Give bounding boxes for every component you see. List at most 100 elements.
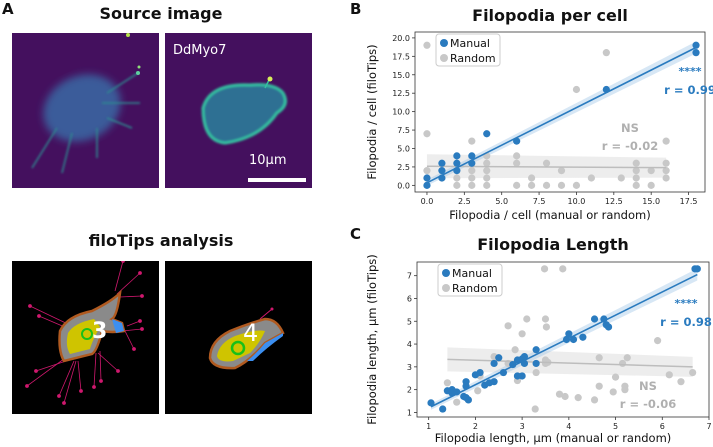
random-point [542,181,551,189]
x-tick-label: 10.0 [568,197,586,206]
source-image-filopodia [12,33,159,188]
random-point [423,41,431,49]
random-significance: NS [621,121,639,135]
manual-point [590,315,599,323]
random-point [468,181,476,189]
random-point [513,159,521,167]
random-point [468,174,476,182]
random-point [662,137,670,145]
random-point [617,174,625,182]
manual-point [468,152,476,160]
x-tick-label: 5.0 [495,197,508,206]
random-point [474,387,482,395]
random-point [595,354,603,362]
random-ci-band [447,347,693,377]
random-point [504,322,512,330]
manual-point [520,352,529,361]
manual-point [490,359,498,368]
cell-fluorescence-1 [31,33,141,174]
legend-box [435,33,501,67]
y-tick-label: 5 [407,317,412,326]
analysis-image-1: 3 [12,261,159,414]
legend-random-label: Random [450,52,496,65]
y-tick-label: 15.0 [392,71,410,80]
random-point [662,174,670,182]
random-point [654,337,662,345]
cell-segmentation-2: 4 [208,307,285,370]
random-point [483,181,491,189]
random-point [542,159,551,167]
x-axis-label: Filopodia / cell (manual or random) [449,208,650,222]
manual-fit-line [426,46,697,184]
random-point [647,181,655,189]
random-point [632,174,640,182]
channel-label: DdMyo7 [173,43,227,58]
manual-significance: **** [678,65,701,78]
manual-point [532,346,540,354]
random-point [587,174,595,182]
random-point [647,167,655,175]
panel-letter-a: A [2,0,14,18]
x-tick-label: 2.5 [458,197,471,206]
random-r-value: r = -0.02 [602,139,658,153]
analysis-title: filoTips analysis [88,231,234,250]
manual-point [423,181,431,189]
legend-random-marker [442,284,450,292]
manual-point [438,159,446,167]
y-tick-label: 3 [407,363,412,372]
y-tick-label: 2 [407,386,412,395]
random-point [527,174,536,182]
legend-manual-label: Manual [452,267,492,280]
manual-point [439,405,447,413]
analysis-image-2: 4 [165,261,312,414]
manual-point [453,152,461,160]
random-point [483,174,491,182]
manual-point [453,159,461,167]
random-point [542,323,551,331]
x-tick-label: 7.5 [533,197,546,206]
random-point [443,379,451,387]
random-point [602,49,610,57]
manual-r-value: r = 0.99 [664,83,713,97]
manual-point [438,167,446,175]
manual-point [490,378,498,386]
random-point [483,167,491,175]
random-point [559,265,567,273]
random-point [662,159,670,167]
random-point [513,181,521,189]
random-fit-line [447,358,693,368]
random-point [541,315,550,323]
random-point [453,174,461,182]
random-point [557,181,566,189]
random-point [468,167,476,175]
random-point [453,398,461,406]
random-point [662,167,670,175]
chart-title: Filopodia Length [477,235,629,254]
random-fit-line [426,165,667,169]
panel-letter-c: C [350,225,362,243]
random-point [677,378,685,386]
cell-label-3: 3 [92,319,107,344]
cell-segmentation-1: 3 [25,261,144,405]
random-point [540,265,549,273]
scale-bar [248,178,306,182]
manual-point [604,323,613,331]
manual-point [518,372,526,380]
y-tick-label: 0.0 [397,181,410,190]
y-tick-label: 7 [407,272,412,281]
y-tick-label: 10.0 [392,108,410,117]
x-tick-label: 5 [613,422,618,431]
source-image-title: Source image [99,4,223,23]
random-point [609,388,617,396]
random-significance: NS [639,379,657,393]
manual-point [427,399,435,407]
random-point [574,394,582,402]
legend-box [437,263,503,297]
cell-fluorescence-2 [201,76,287,145]
random-point [523,315,531,323]
panel-letter-b: B [350,0,362,18]
random-point [561,392,569,401]
x-tick-label: 15.0 [642,197,660,206]
manual-point [423,174,431,182]
legend-manual-label: Manual [450,37,490,50]
